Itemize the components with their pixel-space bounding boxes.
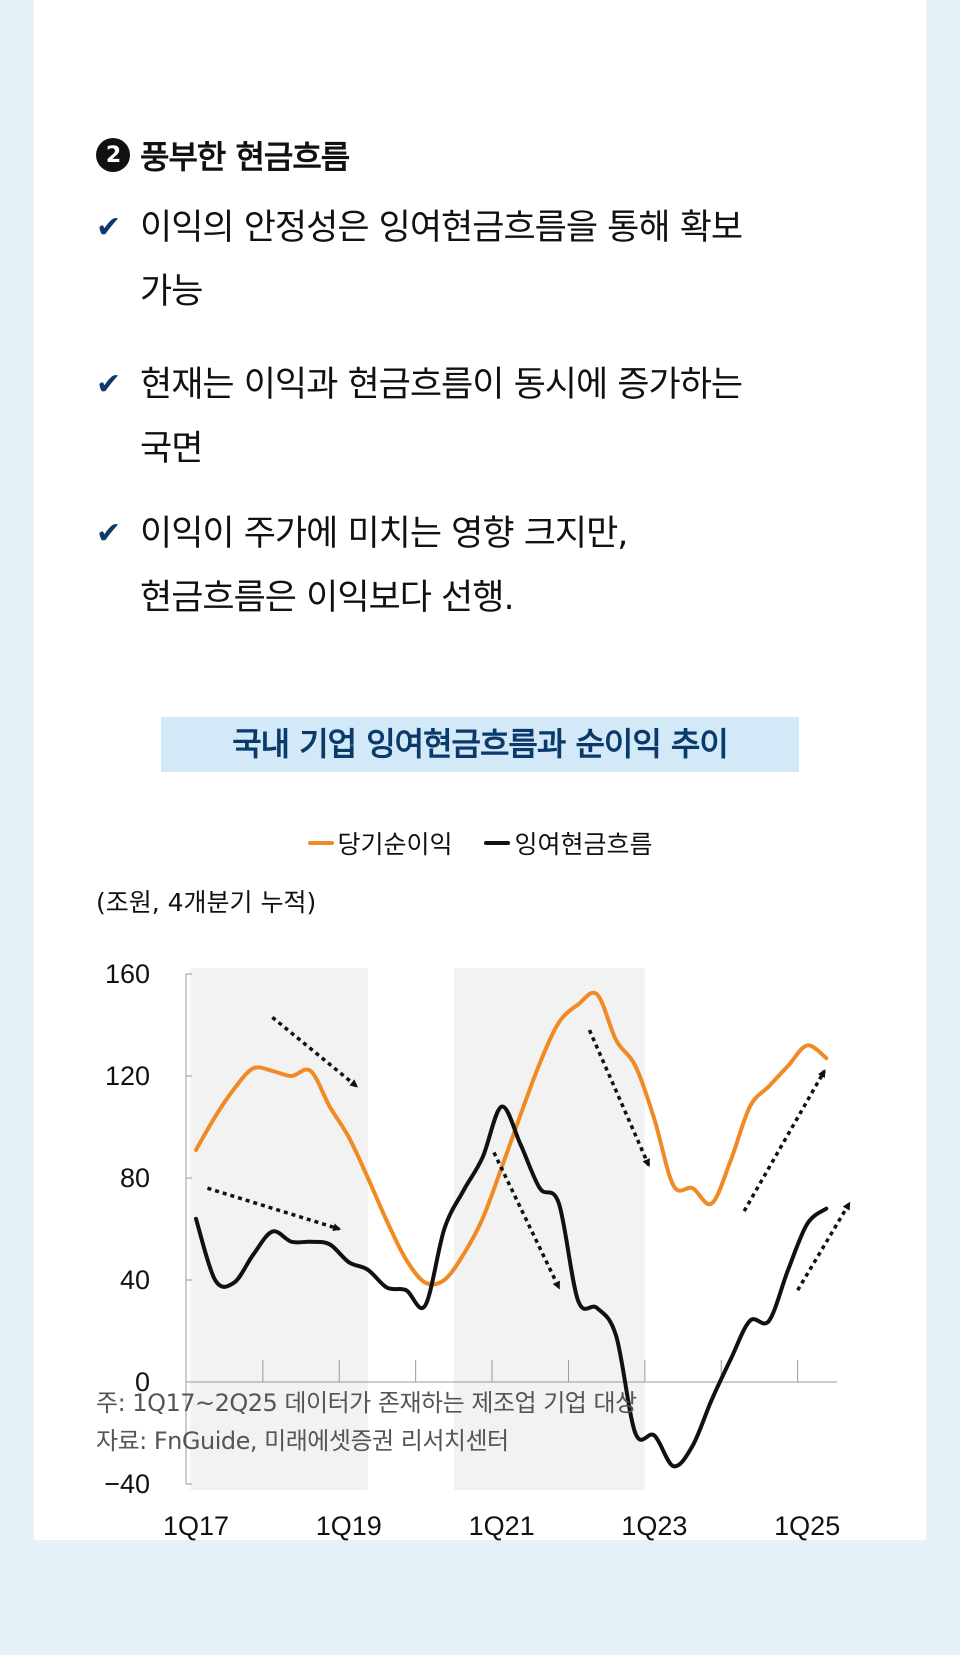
x-tick-label: 1Q23 [621,1511,687,1541]
checkmark-icon: ✔ [96,367,121,402]
bullet-item: ✔ 이익이 주가에 미치는 영향 크지만, 현금흐름은 이익보다 선행. [96,502,860,630]
chart-source: 자료: FnGuide, 미래에셋증권 리서치센터 [96,1427,509,1455]
section-number-badge: 2 [96,138,130,172]
y-tick-label: 120 [105,1061,150,1091]
x-tick-label: 1Q19 [316,1511,382,1541]
bullet-text: 현금흐름은 이익보다 선행. [140,578,515,618]
x-tick-label: 1Q17 [163,1511,229,1541]
chart-title: 국내 기업 잉여현금흐름과 순이익 추이 [161,717,799,772]
y-axis-unit-label: (조원, 4개분기 누적) [96,888,317,917]
x-tick-label: 1Q25 [774,1511,840,1541]
shaded-period [453,968,645,1490]
section-title: 풍부한 현금흐름 [140,138,350,176]
bullet-text: 국면 [140,429,203,469]
y-tick-label: 40 [120,1265,150,1295]
legend-item-fcf: 잉여현금흐름 [484,825,652,861]
legend-item-net-income: 당기순이익 [307,825,453,861]
trend-arrow [742,1069,826,1213]
y-tick-label: 80 [120,1163,150,1193]
checkmark-icon: ✔ [96,516,121,551]
bullet-text: 이익의 안정성은 잉여현금흐름을 통해 확보 [140,208,743,248]
y-tick-label: −40 [104,1469,150,1499]
chart-legend: 당기순이익 잉여현금흐름 [0,822,960,861]
trend-arrow [796,1201,851,1292]
bullet-text: 현재는 이익과 현금흐름이 동시에 증가하는 [140,365,743,405]
bullet-text: 이익이 주가에 미치는 영향 크지만, [140,514,628,554]
trend-arrow [587,1029,651,1168]
chart-footnote: 주: 1Q17~2Q25 데이터가 존재하는 제조업 기업 대상 [96,1389,637,1417]
bullet-text: 가능 [140,272,203,312]
legend-label: 당기순이익 [337,830,453,859]
checkmark-icon: ✔ [96,210,121,245]
trend-arrow [206,1186,342,1232]
legend-swatch [307,841,334,845]
x-tick-label: 1Q21 [469,1511,535,1541]
trend-arrow [271,1015,358,1088]
section-heading: 2 풍부한 현금흐름 [96,132,350,178]
legend-label: 잉여현금흐름 [514,830,653,859]
y-tick-label: 0 [135,1367,150,1397]
net-income-line [194,990,829,1287]
trend-arrow [492,1151,561,1290]
legend-swatch [484,841,511,845]
fcf-line [194,1104,829,1469]
y-tick-label: 160 [105,959,150,989]
